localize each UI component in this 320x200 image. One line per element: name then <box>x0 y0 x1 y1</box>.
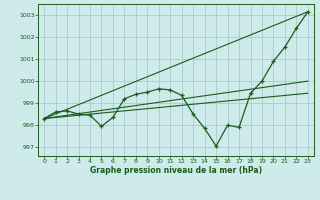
X-axis label: Graphe pression niveau de la mer (hPa): Graphe pression niveau de la mer (hPa) <box>90 166 262 175</box>
